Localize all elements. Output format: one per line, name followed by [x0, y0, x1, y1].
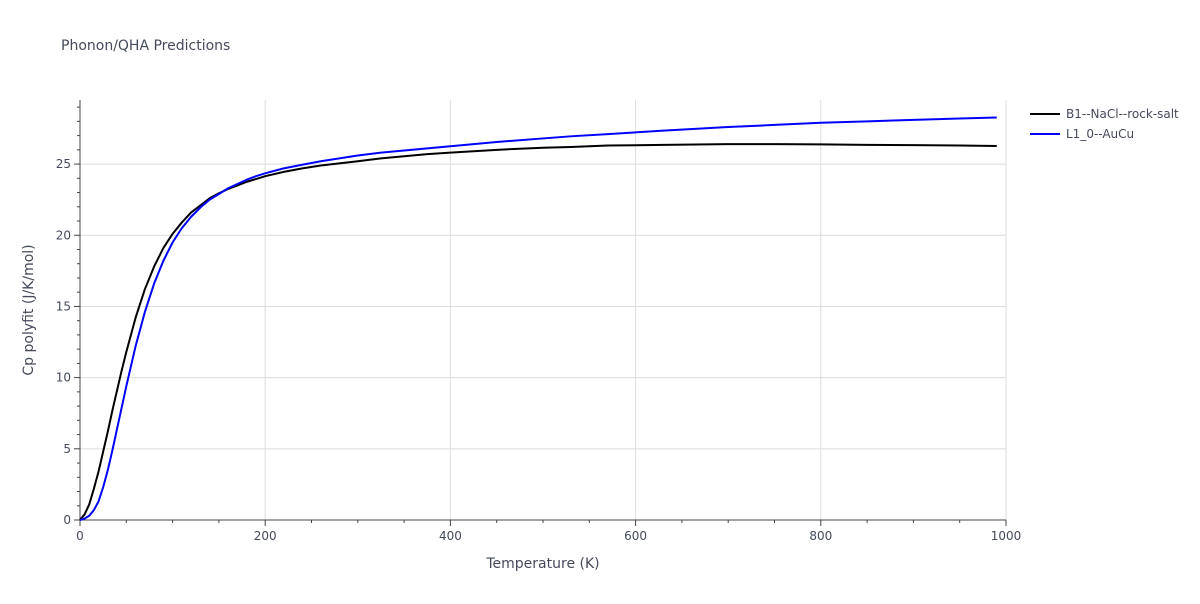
y-tick-label: 15 [56, 299, 71, 313]
y-tick-label: 5 [63, 442, 71, 456]
y-tick-label: 25 [56, 157, 71, 171]
x-tick-label: 800 [809, 529, 832, 543]
axes: 0 200 400 600 800 1000 0 5 10 15 20 25 [56, 100, 1022, 543]
series-line-1 [79, 143, 997, 521]
y-tick-label: 20 [56, 228, 71, 242]
legend-item-1[interactable]: B1--NaCl--rock-salt [1030, 107, 1179, 121]
gridlines [80, 100, 1007, 520]
x-tick-label: 0 [76, 529, 84, 543]
legend-item-2[interactable]: L1_0--AuCu [1030, 127, 1134, 141]
x-tick-label: 200 [254, 529, 277, 543]
series-lines [79, 116, 997, 521]
legend-label: L1_0--AuCu [1066, 127, 1134, 141]
y-axis-title: Cp polyfit (J/K/mol) [21, 244, 37, 375]
x-tick-label: 600 [624, 529, 647, 543]
chart-title: Phonon/QHA Predictions [61, 38, 230, 54]
x-tick-label: 1000 [991, 529, 1022, 543]
legend-label: B1--NaCl--rock-salt [1066, 107, 1179, 121]
legend[interactable]: B1--NaCl--rock-salt L1_0--AuCu [1030, 107, 1179, 141]
x-axis-title: Temperature (K) [485, 556, 599, 572]
series-line-2 [79, 116, 997, 521]
y-tick-label: 10 [56, 371, 71, 385]
y-tick-label: 0 [63, 513, 71, 527]
x-tick-label: 400 [439, 529, 462, 543]
